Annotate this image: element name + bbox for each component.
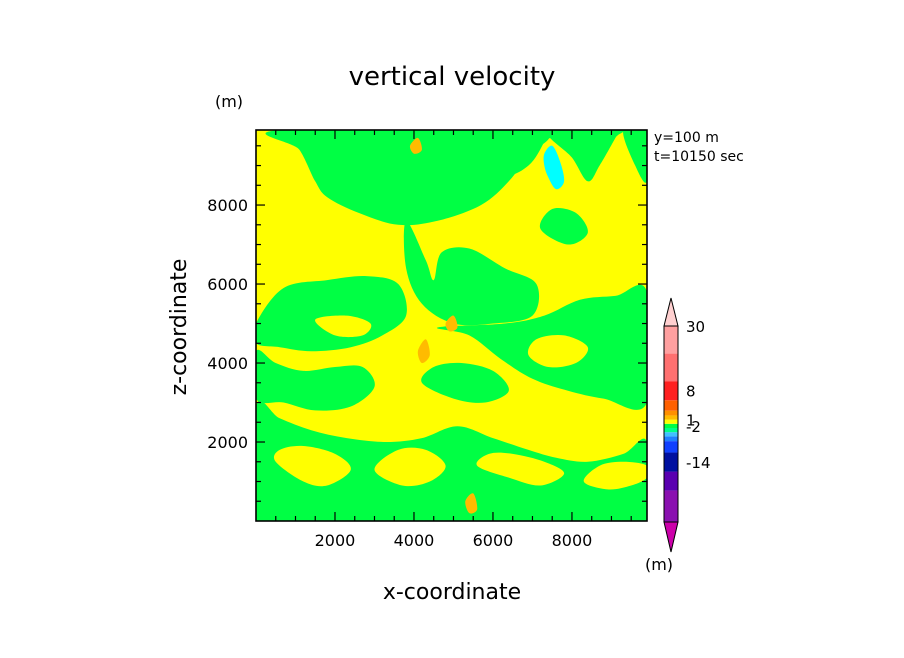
contour-region-7	[421, 362, 509, 403]
colorbar-segment	[664, 381, 678, 401]
colorbar-segment	[664, 326, 678, 354]
colorbar-tick-label: 1	[686, 412, 696, 430]
annotation-t: t=10150 sec	[654, 149, 744, 165]
y-tick-label: 2000	[207, 433, 248, 452]
contour-region-2	[403, 220, 540, 326]
colorbar-segment	[664, 353, 678, 382]
contour-region-17	[401, 485, 463, 510]
colorbar-segment	[664, 441, 678, 453]
plot-area	[256, 130, 647, 521]
colorbar: 30 8 1-2 -14	[663, 297, 711, 553]
contour-region-22	[445, 315, 458, 332]
contour-region-3	[256, 276, 407, 352]
colorbar-tick-label: -14	[686, 454, 711, 472]
x-tick-label: 4000	[394, 531, 435, 550]
colorbar-segment	[664, 415, 678, 420]
y-tick-label: 4000	[207, 354, 248, 373]
colorbar-segment	[664, 410, 678, 416]
contour-region-16	[366, 224, 395, 249]
colorbar-arrow-low	[663, 521, 679, 553]
plot-frame	[255, 129, 648, 522]
annotation-y: y=100 m	[654, 130, 719, 146]
x-axis: 2000 4000 6000 8000	[275, 130, 632, 550]
contour-region-9	[623, 130, 647, 183]
colorbar-segment	[664, 427, 678, 433]
y-tick-label: 6000	[207, 275, 248, 294]
y-axis-label: z-coordinate	[167, 259, 192, 396]
colorbar-segment	[664, 423, 678, 428]
contour-region-15	[527, 334, 589, 368]
colorbar-segment	[664, 490, 678, 522]
contour-region-18	[291, 488, 336, 506]
contour-region-11	[374, 447, 446, 487]
contour-region-5	[256, 400, 647, 521]
colorbar-tick-label: 30	[686, 318, 705, 336]
colorbar-segment	[664, 419, 678, 424]
colorbar-tick-label: 8	[686, 383, 696, 401]
contour-regions	[256, 130, 647, 521]
colorbar-segment	[664, 471, 678, 491]
colorbar-segment	[664, 436, 678, 442]
x-axis-label: x-coordinate	[383, 580, 521, 605]
contour-region-13	[583, 461, 647, 490]
contour-region-23	[465, 493, 478, 514]
contour-region-10	[273, 445, 351, 487]
colorbar-segment	[664, 400, 678, 411]
contour-region-21	[417, 339, 430, 364]
contour-region-4	[256, 349, 375, 411]
y-axis: 2000 4000 6000 8000	[207, 145, 647, 502]
colorbar-unit-label: (m)	[645, 555, 673, 574]
contour-region-19	[539, 207, 588, 245]
x-tick-label: 2000	[315, 531, 356, 550]
contour-region-1	[343, 130, 563, 178]
contour-region-14	[315, 315, 372, 338]
y-tick-label: 8000	[207, 196, 248, 215]
colorbar-tick-label: -2	[686, 418, 701, 436]
colorbar-segment	[664, 432, 678, 437]
contour-region-12	[476, 452, 565, 486]
colorbar-segment	[664, 452, 678, 472]
colorbar-arrow-high	[663, 297, 679, 327]
x-tick-label: 8000	[552, 531, 593, 550]
contour-region-20	[543, 145, 565, 190]
contour-region-8	[546, 130, 624, 182]
contour-region-24	[409, 137, 422, 154]
chart-title: vertical velocity	[349, 62, 556, 92]
x-tick-label: 6000	[473, 531, 514, 550]
y-unit-label: (m)	[215, 92, 243, 111]
colorbar-frame	[663, 325, 679, 523]
